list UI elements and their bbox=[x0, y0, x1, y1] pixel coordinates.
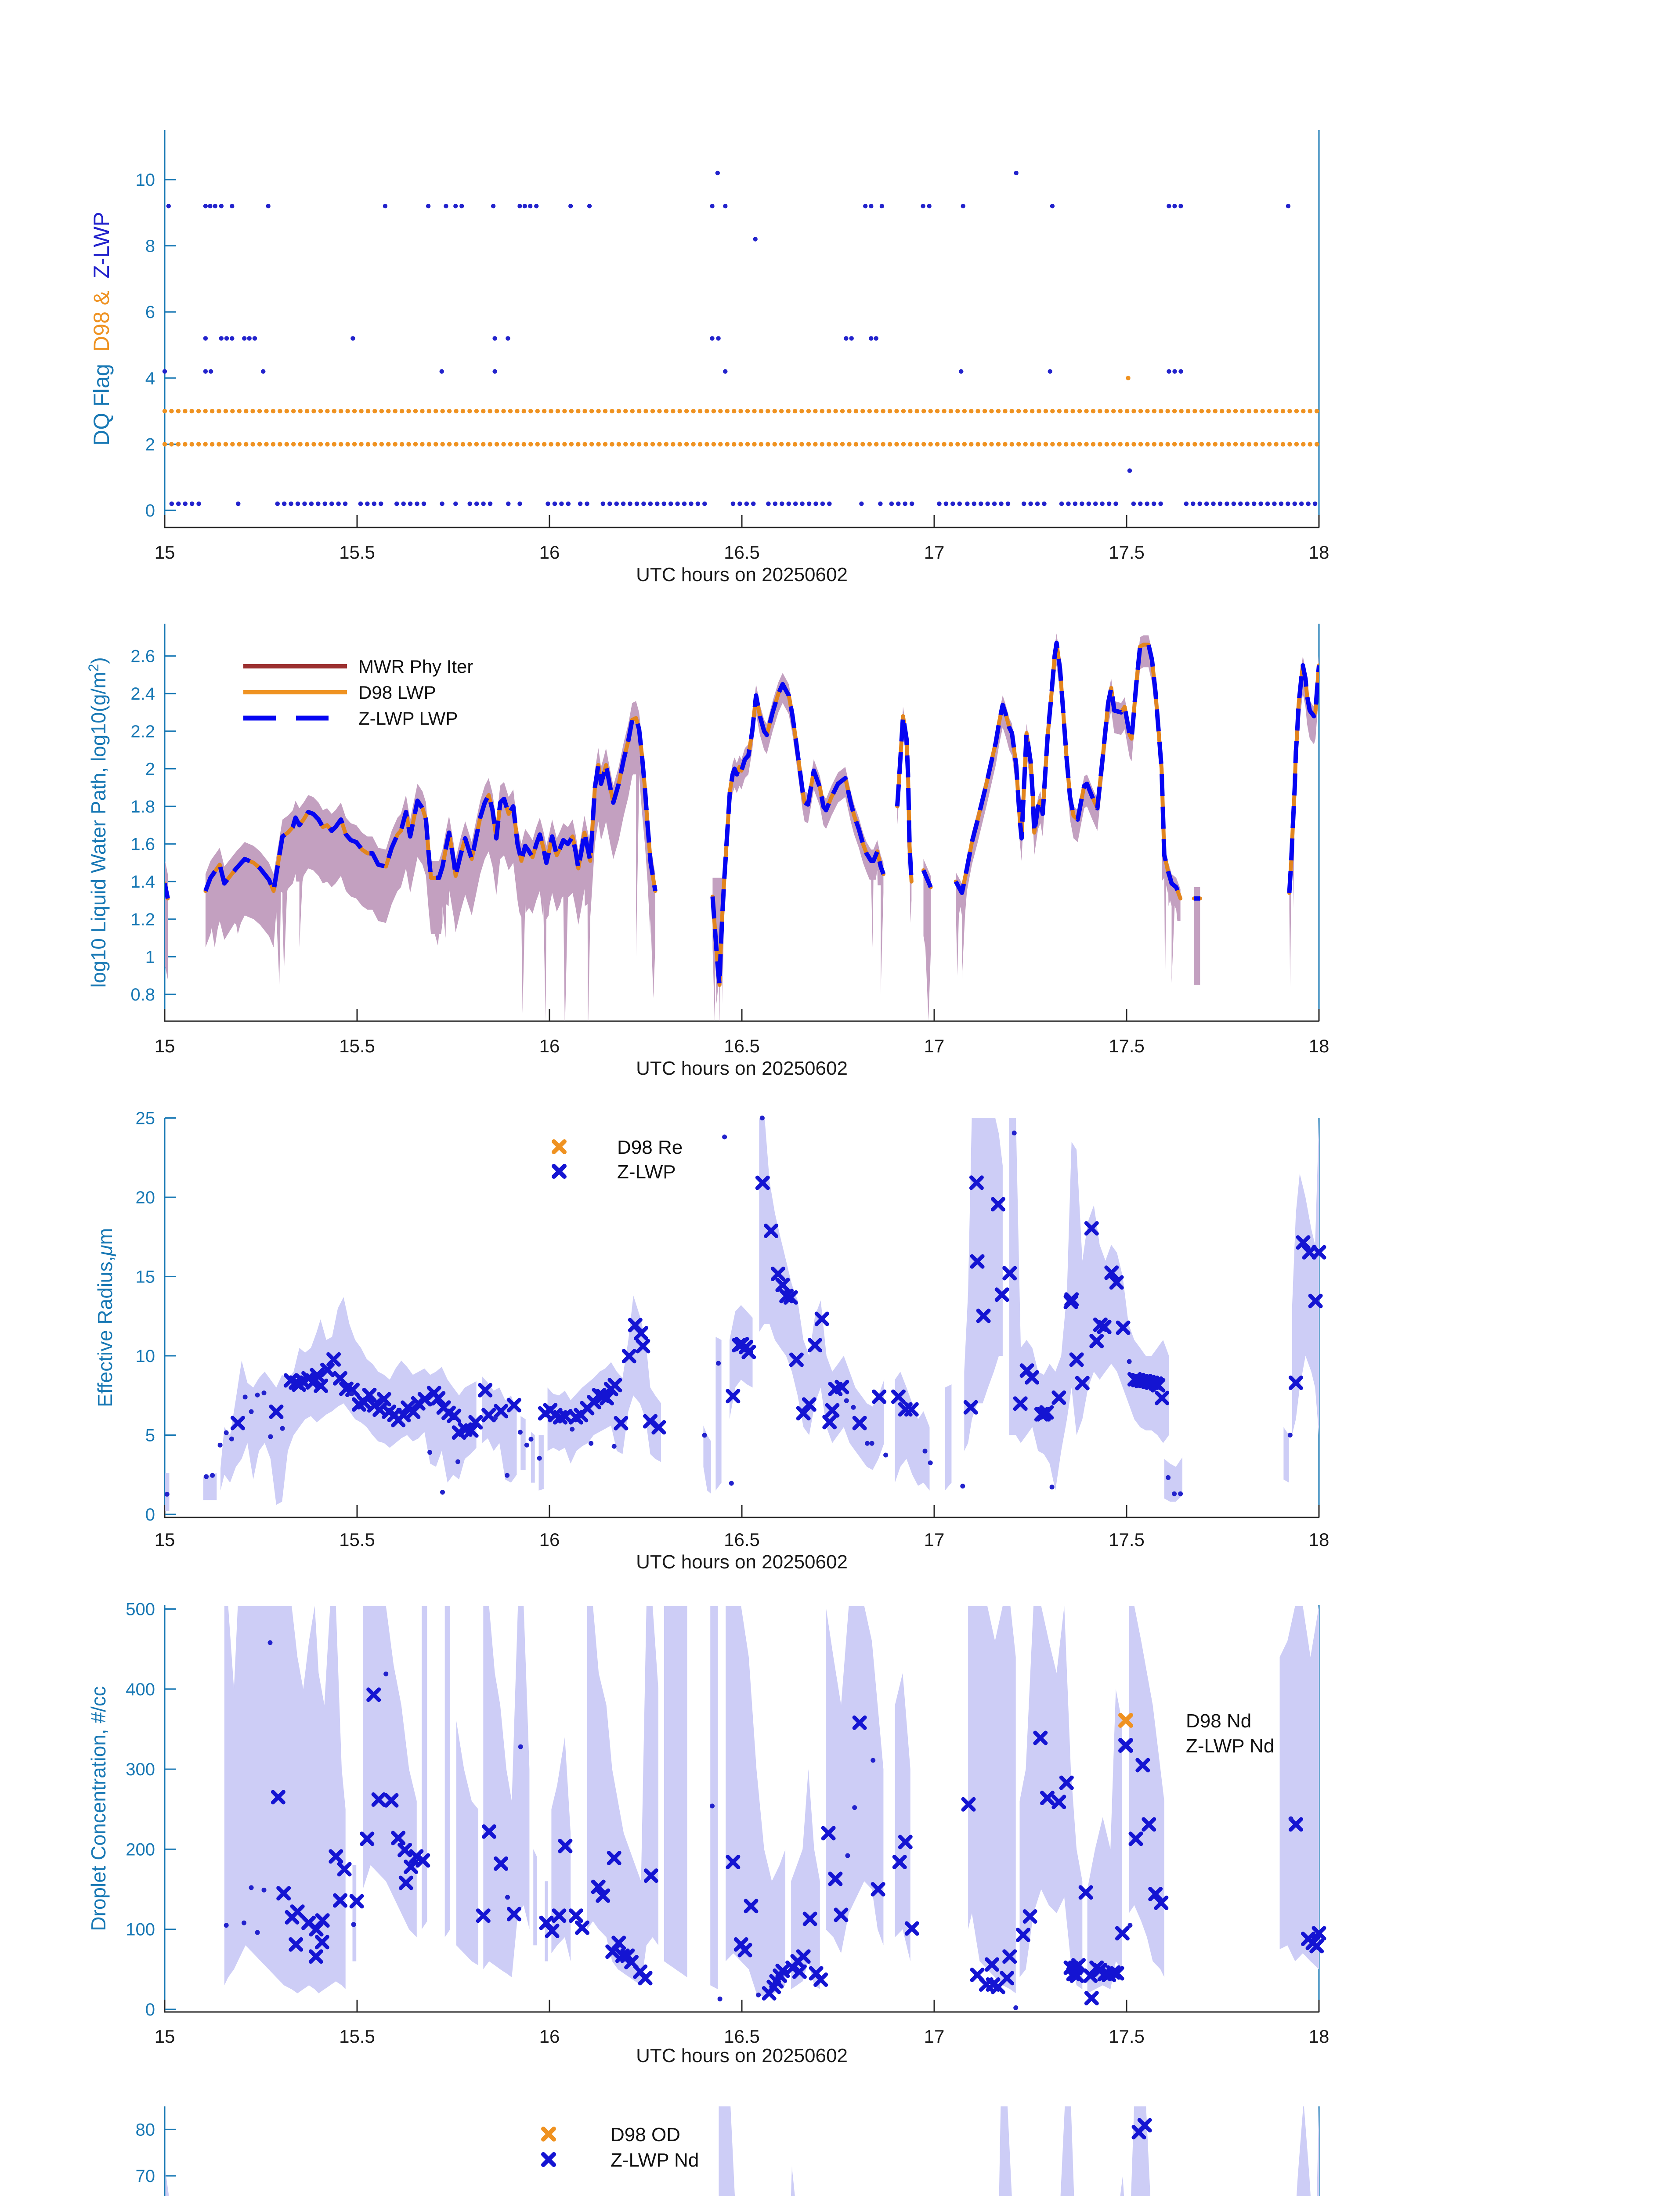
svg-text:16: 16 bbox=[539, 542, 560, 563]
svg-text:16.5: 16.5 bbox=[724, 2026, 760, 2047]
svg-text:2.4: 2.4 bbox=[130, 684, 155, 704]
svg-text:15.5: 15.5 bbox=[339, 542, 375, 563]
svg-text:500: 500 bbox=[126, 1600, 155, 1619]
svg-text:17.5: 17.5 bbox=[1109, 542, 1145, 563]
svg-text:16.5: 16.5 bbox=[724, 542, 760, 563]
svg-text:15.5: 15.5 bbox=[339, 1529, 375, 1550]
svg-text:UTC hours on 20250602: UTC hours on 20250602 bbox=[636, 2045, 848, 2066]
svg-text:MWR Phy Iter: MWR Phy Iter bbox=[358, 656, 473, 677]
svg-text:DQ Flag D98 & Z-LWP: DQ Flag D98 & Z-LWP bbox=[89, 212, 114, 446]
svg-text:15: 15 bbox=[155, 2026, 175, 2047]
svg-text:2: 2 bbox=[145, 435, 155, 454]
svg-text:18: 18 bbox=[1309, 1036, 1330, 1056]
svg-text:15.5: 15.5 bbox=[339, 2026, 375, 2047]
svg-text:Z-LWP LWP: Z-LWP LWP bbox=[358, 708, 458, 729]
svg-text:15: 15 bbox=[155, 1529, 175, 1550]
svg-text:D98 Nd: D98 Nd bbox=[1186, 1710, 1251, 1732]
svg-text:400: 400 bbox=[126, 1680, 155, 1699]
svg-text:16.5: 16.5 bbox=[724, 1036, 760, 1056]
svg-text:17.5: 17.5 bbox=[1109, 1036, 1145, 1056]
svg-text:15: 15 bbox=[155, 1036, 175, 1056]
svg-text:18: 18 bbox=[1309, 542, 1330, 563]
svg-text:17: 17 bbox=[924, 2026, 945, 2047]
svg-text:1.4: 1.4 bbox=[130, 872, 155, 892]
svg-text:D98 OD: D98 OD bbox=[611, 2124, 680, 2145]
svg-text:Droplet Concentration, #/cc: Droplet Concentration, #/cc bbox=[87, 1686, 110, 1931]
svg-text:17: 17 bbox=[924, 1036, 945, 1056]
svg-text:4: 4 bbox=[145, 369, 155, 388]
svg-text:1.8: 1.8 bbox=[130, 797, 155, 816]
svg-text:log10 Liquid Water Path, log10: log10 Liquid Water Path, log10(g/m2) bbox=[86, 657, 110, 988]
svg-text:2: 2 bbox=[145, 759, 155, 779]
svg-text:2.2: 2.2 bbox=[130, 722, 155, 741]
svg-text:8: 8 bbox=[145, 237, 155, 256]
svg-text:17.5: 17.5 bbox=[1109, 1529, 1145, 1550]
svg-text:0: 0 bbox=[145, 2000, 155, 2019]
svg-text:5: 5 bbox=[145, 1426, 155, 1445]
svg-text:Effective Radius,μm: Effective Radius,μm bbox=[94, 1228, 116, 1407]
svg-text:17.5: 17.5 bbox=[1109, 2026, 1145, 2047]
svg-text:10: 10 bbox=[136, 1347, 155, 1366]
svg-text:Z-LWP Nd: Z-LWP Nd bbox=[1186, 1735, 1274, 1757]
svg-text:10: 10 bbox=[136, 170, 155, 190]
svg-text:Z-LWP: Z-LWP bbox=[617, 1161, 676, 1183]
svg-text:16: 16 bbox=[539, 1529, 560, 1550]
svg-text:D98 Re: D98 Re bbox=[617, 1137, 683, 1158]
svg-text:100: 100 bbox=[126, 1920, 155, 1940]
svg-text:18: 18 bbox=[1309, 1529, 1330, 1550]
svg-text:25: 25 bbox=[136, 1109, 155, 1128]
svg-text:1.2: 1.2 bbox=[130, 910, 155, 929]
svg-text:6: 6 bbox=[145, 303, 155, 322]
svg-text:200: 200 bbox=[126, 1840, 155, 1859]
svg-text:Z-LWP Nd: Z-LWP Nd bbox=[611, 2149, 699, 2171]
svg-text:1: 1 bbox=[145, 947, 155, 967]
svg-text:UTC hours on 20250602: UTC hours on 20250602 bbox=[636, 564, 848, 585]
svg-text:17: 17 bbox=[924, 1529, 945, 1550]
svg-text:15: 15 bbox=[136, 1268, 155, 1287]
svg-text:16: 16 bbox=[539, 2026, 560, 2047]
svg-text:18: 18 bbox=[1309, 2026, 1330, 2047]
svg-text:UTC hours on 20250602: UTC hours on 20250602 bbox=[636, 1551, 848, 1573]
svg-text:17: 17 bbox=[924, 542, 945, 563]
svg-text:15.5: 15.5 bbox=[339, 1036, 375, 1056]
svg-text:80: 80 bbox=[136, 2120, 155, 2139]
svg-text:15: 15 bbox=[155, 542, 175, 563]
svg-text:2.6: 2.6 bbox=[130, 647, 155, 666]
svg-text:D98 LWP: D98 LWP bbox=[358, 682, 436, 703]
svg-text:70: 70 bbox=[136, 2167, 155, 2186]
svg-text:300: 300 bbox=[126, 1760, 155, 1779]
svg-text:0.8: 0.8 bbox=[130, 985, 155, 1004]
svg-text:16.5: 16.5 bbox=[724, 1529, 760, 1550]
svg-text:UTC hours on 20250602: UTC hours on 20250602 bbox=[636, 1058, 848, 1079]
svg-text:20: 20 bbox=[136, 1188, 155, 1207]
svg-text:1.6: 1.6 bbox=[130, 835, 155, 854]
svg-text:0: 0 bbox=[145, 1505, 155, 1524]
svg-text:16: 16 bbox=[539, 1036, 560, 1056]
svg-text:0: 0 bbox=[145, 501, 155, 520]
